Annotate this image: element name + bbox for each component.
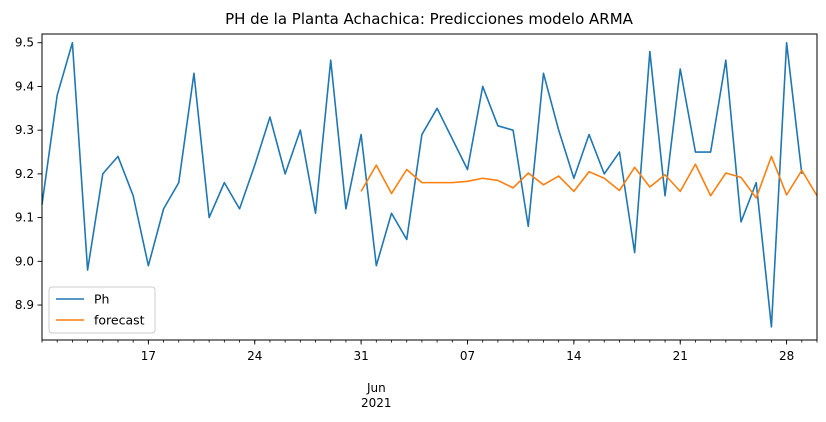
y-tick-label: 9.1: [15, 211, 34, 225]
series-points-ph: [41, 42, 802, 327]
x-tick-label: 21: [673, 349, 688, 363]
y-tick-label: 9.5: [15, 36, 34, 50]
y-axis: 8.9 9.0 9.1 9.2 9.3 9.4 9.5: [15, 36, 42, 312]
x-tick-label: 17: [141, 349, 156, 363]
x-tick-label: 07: [460, 349, 475, 363]
legend: Ph forecast: [48, 286, 156, 334]
y-tick-label: 9.0: [15, 254, 34, 268]
y-tick-label: 9.3: [15, 123, 34, 137]
x-tick-label: 31: [353, 349, 368, 363]
series-line-forecast: [360, 155, 818, 199]
y-tick-label: 8.9: [15, 298, 34, 312]
x-tick-label: 14: [566, 349, 581, 363]
x-tick-label: 28: [779, 349, 794, 363]
chart-title: PH de la Planta Achachica: Predicciones …: [225, 10, 634, 28]
series-layer: [41, 41, 818, 328]
x-month-label: Jun: [366, 381, 386, 395]
series-points-forecast: [361, 156, 818, 198]
plot-frame: [41, 33, 818, 341]
y-tick-label: 9.2: [15, 167, 34, 181]
x-tick-label: 24: [247, 349, 262, 363]
y-tick-label: 9.4: [15, 79, 34, 93]
legend-forecast-label: forecast: [94, 313, 145, 328]
x-year-label: 2021: [361, 396, 392, 410]
legend-ph-label: Ph: [94, 292, 109, 307]
series-line-ph: [41, 41, 803, 328]
